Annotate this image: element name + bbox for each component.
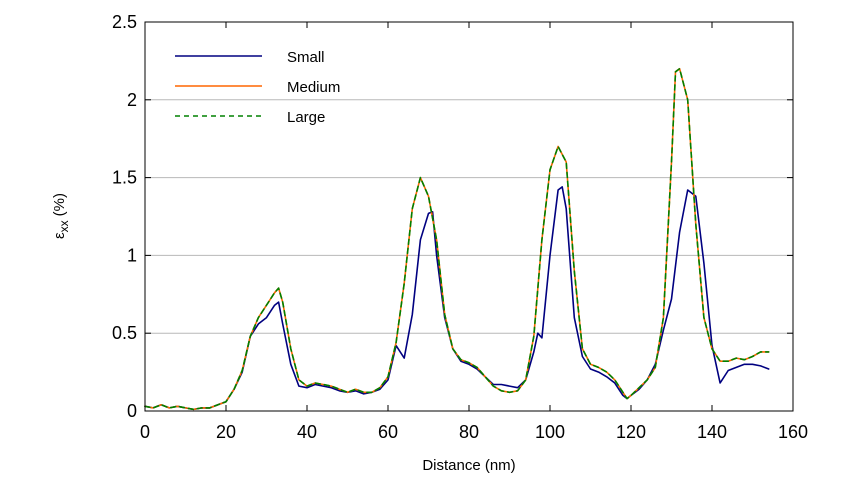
x-tick-labels: 0 20 40 60 80 100 120 140 160 <box>140 422 808 442</box>
x-tick-label-1: 20 <box>216 422 236 442</box>
legend: Small Medium Large <box>175 49 340 126</box>
x-tick-label-7: 140 <box>697 422 727 442</box>
x-axis-label: Distance (nm) <box>422 457 515 474</box>
legend-label-large: Large <box>287 109 325 126</box>
y-tick-label-4: 2 <box>127 90 137 110</box>
series-line-large <box>144 67 770 411</box>
y-axis-label-symbol: ε <box>51 232 68 239</box>
x-tick-label-5: 100 <box>535 422 565 442</box>
x-tick-label-0: 0 <box>140 422 150 442</box>
series-line-small <box>144 186 770 411</box>
x-tick-label-8: 160 <box>778 422 808 442</box>
legend-label-small: Small <box>287 49 325 66</box>
y-tick-label-5: 2.5 <box>112 12 137 32</box>
y-axis-label-subscript: xx <box>57 220 71 232</box>
grid-lines <box>145 99 793 334</box>
y-tick-label-2: 1 <box>127 245 137 265</box>
y-axis-label-unit: (%) <box>51 193 68 216</box>
y-tick-label-1: 0.5 <box>112 323 137 343</box>
x-tick-label-4: 80 <box>459 422 479 442</box>
legend-label-medium: Medium <box>287 79 340 96</box>
y-axis-label: εxx (%) <box>51 193 71 239</box>
y-tick-label-3: 1.5 <box>112 168 137 188</box>
y-tick-label-0: 0 <box>127 401 137 421</box>
axis-ticks <box>144 21 794 412</box>
x-tick-label-6: 120 <box>616 422 646 442</box>
series-group <box>144 67 770 411</box>
series-line-medium <box>144 67 770 411</box>
y-tick-labels: 0 0.5 1 1.5 2 2.5 <box>112 12 137 421</box>
x-tick-label-3: 60 <box>378 422 398 442</box>
x-tick-label-2: 40 <box>297 422 317 442</box>
